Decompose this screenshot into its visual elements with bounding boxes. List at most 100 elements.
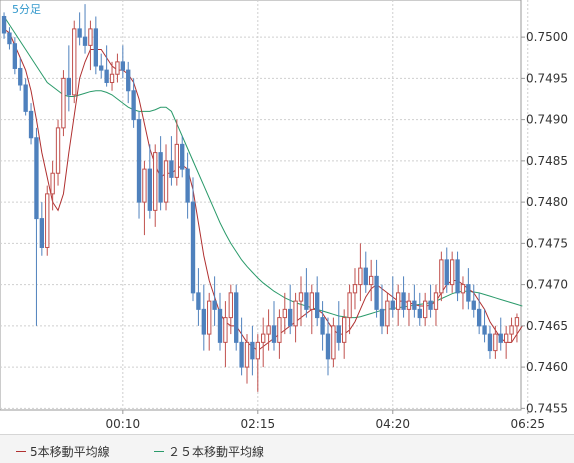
candle (401, 276, 406, 318)
y-tick-label: 0.7500 (526, 30, 568, 44)
candle (180, 136, 185, 178)
candle-body (309, 292, 314, 310)
y-tick-label: 0.7455 (526, 401, 568, 415)
candle (336, 301, 341, 351)
candle (449, 251, 455, 293)
candle (363, 251, 368, 293)
candle (77, 12, 82, 46)
candle-body (99, 65, 104, 71)
candle (315, 276, 320, 326)
candle-body (385, 300, 390, 327)
candle-body (476, 308, 482, 327)
candle-body (298, 292, 304, 302)
candle (93, 16, 99, 75)
candle (342, 309, 347, 359)
candle (460, 276, 466, 310)
candle (28, 103, 34, 145)
candle (207, 292, 212, 351)
candle (88, 20, 93, 71)
y-axis: 0.7500 0.7495 0.7490 0.7485 0.7480 0.7475 0.74… (521, 30, 568, 415)
candle-body (315, 292, 320, 319)
candle-body (352, 284, 358, 294)
candle-body (239, 341, 244, 368)
candle (374, 259, 379, 318)
candle-body (163, 160, 169, 203)
legend-ma25: ２５本移動平均線 (154, 443, 264, 460)
candle (482, 309, 487, 343)
legend-ma5-swatch (16, 451, 26, 452)
candle (347, 284, 352, 335)
candle-body (487, 333, 493, 352)
candle (147, 144, 152, 219)
candle-body (347, 292, 352, 319)
candle-body (12, 43, 18, 69)
candle-body (449, 259, 455, 286)
candle (23, 78, 28, 116)
candle (271, 301, 277, 351)
candle-body (45, 193, 50, 248)
candle (34, 127, 39, 326)
candle (282, 292, 287, 335)
candle-body (439, 259, 444, 294)
candle (244, 334, 250, 384)
x-tick-label: 04:20 (375, 417, 410, 431)
candle-body (509, 325, 514, 335)
y-tick-label: 0.7475 (526, 236, 568, 250)
candle (55, 119, 61, 186)
y-tick-label: 0.7470 (526, 278, 568, 292)
candle-body (401, 292, 406, 310)
candle-body (514, 317, 520, 327)
candle (422, 292, 428, 326)
candle-body (471, 300, 476, 310)
candle (50, 160, 55, 211)
candle-body (374, 275, 379, 310)
candle (320, 301, 325, 351)
candle-body (223, 317, 228, 343)
candle (234, 284, 239, 351)
candle-body (271, 325, 277, 343)
candle (115, 53, 120, 83)
candle-body (288, 308, 293, 327)
candle-body (460, 284, 466, 294)
candle (277, 309, 282, 359)
candle-body (336, 325, 341, 343)
candle-body (320, 317, 325, 335)
candle (385, 292, 390, 335)
candle-body (331, 325, 336, 360)
candle (72, 20, 77, 104)
candle (18, 57, 23, 91)
candle-body (196, 292, 201, 310)
candle-body (39, 218, 45, 248)
candle-body (363, 267, 368, 286)
candle-body (72, 28, 77, 96)
candle-body (395, 292, 401, 310)
candle (369, 259, 374, 302)
candle (288, 284, 293, 335)
candle (471, 284, 476, 318)
candle-body (228, 292, 233, 319)
candle-body (493, 333, 498, 352)
candle (163, 144, 169, 211)
candle-body (244, 341, 250, 368)
candle-body (23, 84, 28, 112)
candle-body (174, 143, 179, 178)
y-tick-label: 0.7485 (526, 154, 568, 168)
candle-body (169, 160, 174, 178)
x-tick-label: 00:10 (106, 417, 141, 431)
candle-body (50, 172, 55, 195)
candle (325, 317, 331, 376)
candle-body (120, 61, 126, 71)
candle (239, 317, 244, 376)
candle (136, 111, 142, 219)
candle (493, 325, 498, 359)
candle-body (379, 308, 385, 327)
candle (99, 53, 104, 79)
candle (395, 284, 401, 326)
y-tick-label: 0.7480 (526, 195, 568, 209)
candle-body (293, 300, 298, 327)
candle (412, 284, 417, 318)
candle (153, 144, 158, 227)
candle (487, 325, 493, 359)
candle-body (126, 69, 131, 92)
candle-body (422, 300, 428, 319)
